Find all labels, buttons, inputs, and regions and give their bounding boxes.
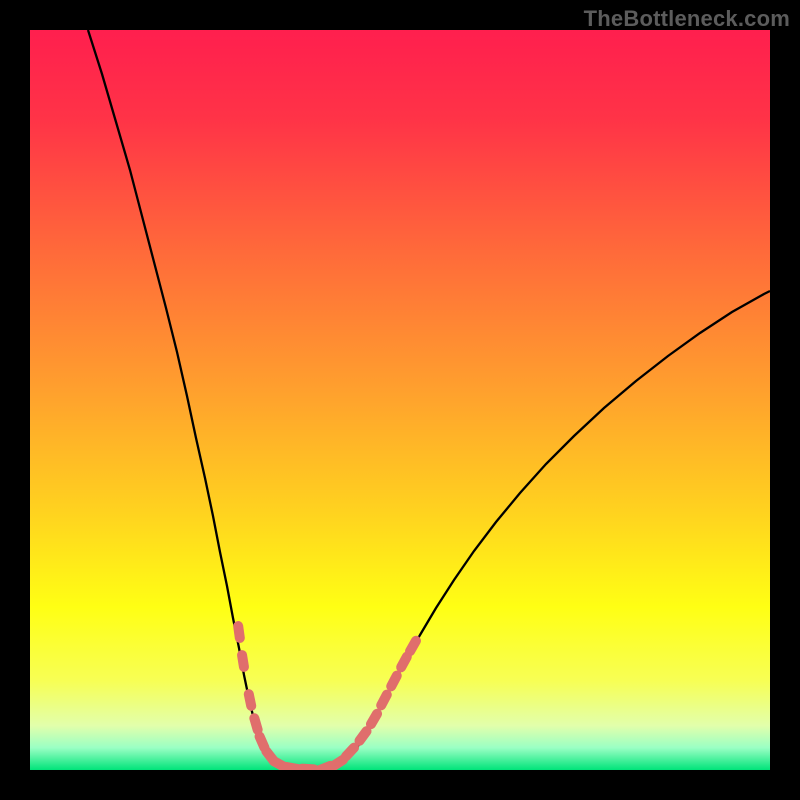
curve-right [308, 291, 770, 770]
marker-pill [236, 649, 249, 672]
plot-area [30, 30, 770, 770]
marker-pill [374, 688, 393, 712]
watermark-text: TheBottleneck.com [584, 6, 790, 32]
curve-left [88, 30, 308, 770]
chart-container: TheBottleneck.com [0, 0, 800, 800]
markers-left [233, 620, 320, 770]
curve-layer [30, 30, 770, 770]
marker-pill [384, 669, 403, 693]
marker-pill [233, 620, 246, 643]
markers-right [313, 634, 423, 770]
marker-pill [243, 688, 257, 712]
